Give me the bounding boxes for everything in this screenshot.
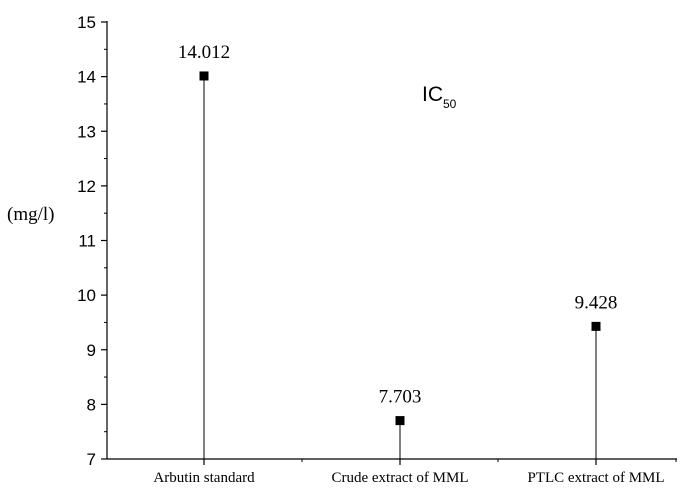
x-tick-label: Arbutin standard: [153, 470, 255, 486]
data-value-label: 9.428: [575, 292, 618, 313]
ic50-subscript: 50: [443, 97, 457, 111]
y-tick-label: 12: [77, 177, 96, 196]
ic50-main-text: IC: [422, 83, 443, 106]
data-point-marker: [395, 416, 405, 426]
data-value-label: 7.703: [379, 387, 422, 408]
data-marks: 14.012 7.703 9.428: [178, 42, 618, 459]
y-tick-label: 14: [77, 68, 96, 87]
x-tick-label: PTLC extract of MML: [527, 470, 664, 486]
data-point-marker: [199, 71, 209, 81]
y-tick-label: 10: [77, 286, 96, 305]
y-tick-label: 9: [87, 341, 96, 360]
data-point-marker: [591, 321, 601, 331]
y-tick-label: 8: [87, 395, 96, 414]
ic50-annotation: IC50: [422, 83, 457, 111]
x-tick-label: Crude extract of MML: [331, 470, 468, 486]
y-tick-label: 13: [77, 122, 96, 141]
y-tick-label: 15: [77, 13, 96, 32]
x-ticks: Arbutin standard Crude extract of MML PTLC…: [153, 459, 677, 486]
data-value-label: 14.012: [178, 42, 230, 63]
y-axis-label: (mg/l): [7, 204, 55, 225]
y-tick-label: 11: [78, 232, 96, 251]
y-tick-label: 7: [87, 450, 96, 469]
y-ticks: 7 8 9 10 11 12 13 14 15: [77, 13, 107, 469]
